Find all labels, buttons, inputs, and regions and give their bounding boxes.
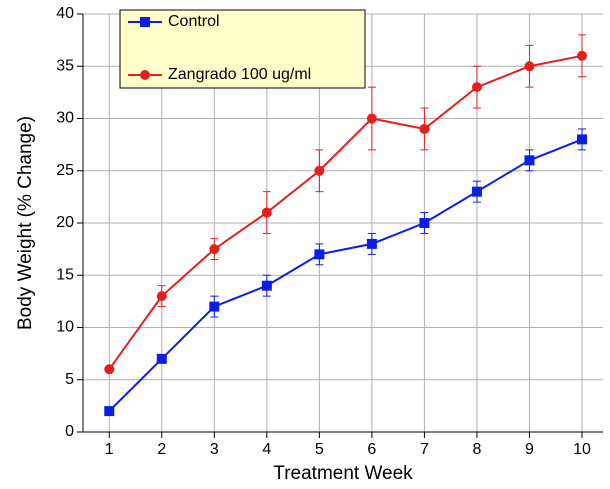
marker: [524, 61, 535, 72]
series-line: [108, 54, 583, 370]
x-tick-label: 3: [210, 441, 219, 458]
series: [104, 128, 587, 417]
marker: [156, 353, 167, 364]
x-axis-title: Treatment Week: [273, 463, 413, 484]
x-tick-label: 8: [472, 441, 481, 458]
x-tick-label: 7: [420, 441, 429, 458]
y-tick-label: 20: [56, 214, 74, 231]
series-line: [108, 138, 583, 412]
marker: [314, 165, 325, 176]
y-tick-label: 30: [56, 110, 74, 127]
x-tick-label: 2: [157, 441, 166, 458]
marker: [104, 364, 115, 375]
marker: [156, 291, 167, 302]
y-axis-title: Body Weight (% Change): [15, 116, 36, 330]
marker: [261, 207, 272, 218]
marker: [471, 82, 482, 93]
x-tick-label: 9: [525, 441, 534, 458]
marker: [419, 123, 430, 134]
y-tick-label: 5: [65, 371, 74, 388]
marker: [419, 218, 430, 228]
y-tick-label: 25: [56, 162, 74, 179]
marker: [366, 113, 377, 124]
legend-label: Zangrado 100 ug/ml: [168, 66, 311, 83]
x-tick-label: 6: [367, 441, 376, 458]
y-tick-label: 15: [56, 266, 74, 283]
x-tick-label: 4: [262, 441, 271, 458]
marker: [104, 406, 115, 417]
y-tick-label: 0: [65, 423, 74, 440]
marker: [140, 17, 150, 27]
marker: [524, 155, 535, 166]
x-tick-label: 5: [315, 441, 324, 458]
marker: [314, 249, 325, 260]
marker: [576, 134, 587, 145]
marker: [366, 238, 377, 249]
x-tick-label: 10: [573, 441, 591, 458]
marker: [471, 186, 482, 197]
marker: [576, 50, 587, 61]
marker: [140, 70, 150, 80]
marker: [261, 280, 272, 291]
y-tick-label: 35: [56, 57, 74, 74]
x-tick-label: 1: [105, 441, 114, 458]
y-tick-label: 10: [56, 319, 74, 336]
marker: [209, 244, 220, 255]
legend-label: Control: [168, 13, 220, 30]
y-tick-label: 40: [56, 5, 74, 22]
series: [104, 34, 587, 375]
legend: Control Zangrado 100 ug/ml: [119, 9, 366, 89]
marker: [209, 301, 220, 312]
